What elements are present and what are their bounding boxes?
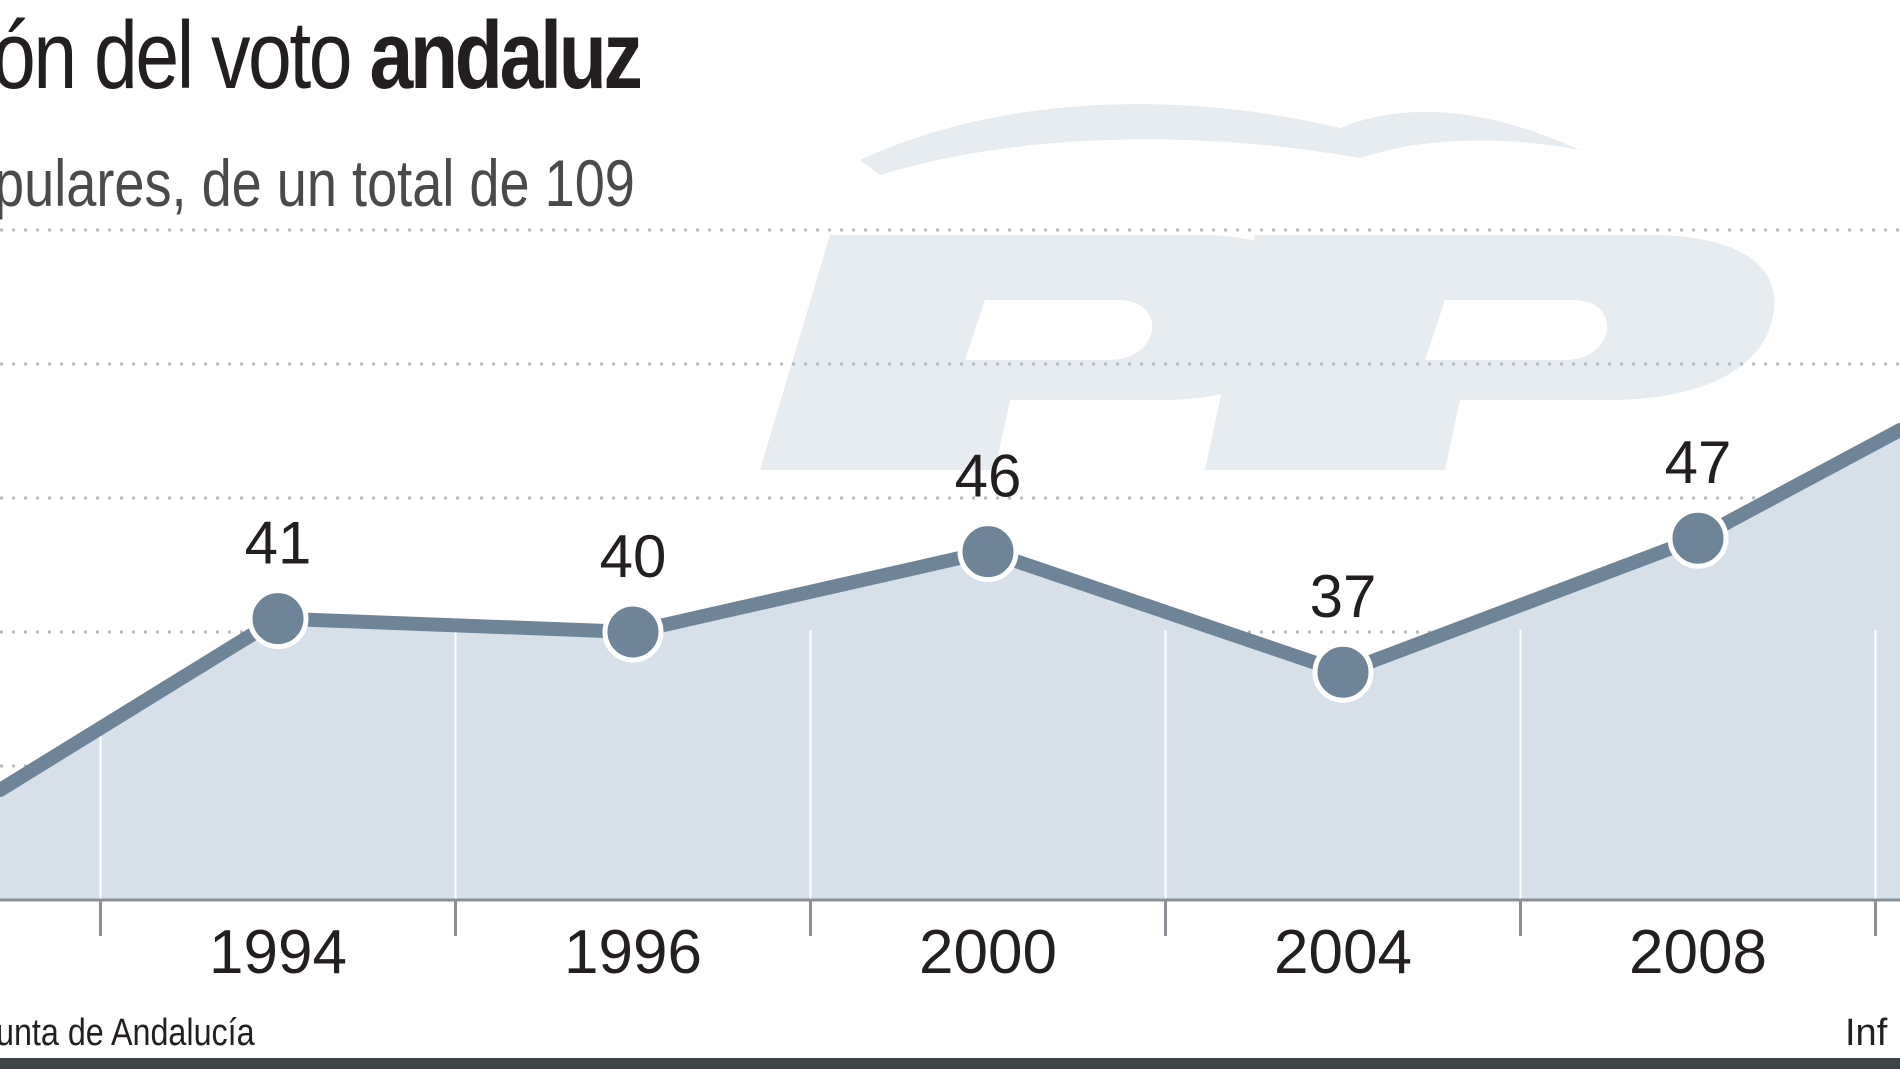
data-points <box>247 507 1729 703</box>
chart-title: ón del voto andaluz <box>0 2 643 109</box>
vertical-separators <box>99 630 1877 900</box>
x-axis-ticks <box>99 900 1877 936</box>
bottom-bar <box>0 1058 1900 1069</box>
source-note: unta de Andalucía <box>0 1012 255 1054</box>
data-label-2000: 46 <box>955 443 1022 510</box>
data-label-2004: 37 <box>1310 563 1377 630</box>
x-tick-label-1994: 1994 <box>209 918 347 987</box>
data-label-1996: 40 <box>600 523 667 590</box>
x-tick-labels: 1994 1996 2000 2004 2008 <box>209 918 1767 987</box>
x-tick-label-2000: 2000 <box>919 918 1057 987</box>
data-point-2008 <box>1667 507 1729 569</box>
x-tick-label-2008: 2008 <box>1629 918 1767 987</box>
data-point-1996 <box>602 601 664 663</box>
chart-title-bold: andaluz <box>369 2 642 109</box>
data-point-1994 <box>247 588 309 650</box>
pp-logo-watermark <box>760 104 1775 470</box>
data-labels: 41 40 46 37 47 <box>245 429 1732 630</box>
credit-note: Inf <box>1845 1012 1888 1054</box>
data-point-2000 <box>957 521 1019 583</box>
data-point-2004 <box>1312 641 1374 703</box>
chart-subtitle: pulares, de un total de 109 <box>0 146 635 220</box>
area-fill <box>0 430 1900 900</box>
x-tick-label-1996: 1996 <box>564 918 702 987</box>
x-tick-label-2004: 2004 <box>1274 918 1412 987</box>
data-label-1994: 41 <box>245 510 312 577</box>
data-label-2008: 47 <box>1665 429 1732 496</box>
